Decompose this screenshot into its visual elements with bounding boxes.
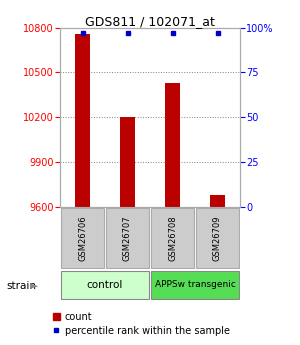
- Bar: [61, 270, 149, 298]
- Text: GSM26707: GSM26707: [123, 215, 132, 261]
- Legend: count, percentile rank within the sample: count, percentile rank within the sample: [53, 312, 230, 336]
- Text: APPSw transgenic: APPSw transgenic: [154, 280, 236, 289]
- Text: GSM26706: GSM26706: [78, 215, 87, 261]
- Bar: [151, 208, 194, 268]
- Bar: [210, 195, 225, 207]
- Bar: [120, 117, 135, 207]
- Bar: [61, 208, 104, 268]
- Bar: [106, 208, 149, 268]
- Text: control: control: [87, 280, 123, 289]
- Text: GSM26709: GSM26709: [213, 215, 222, 261]
- Text: ►: ►: [30, 282, 39, 291]
- Bar: [151, 270, 239, 298]
- Bar: [165, 83, 180, 207]
- Bar: [196, 208, 239, 268]
- Text: GSM26708: GSM26708: [168, 215, 177, 261]
- Bar: [75, 34, 90, 207]
- Text: GDS811 / 102071_at: GDS811 / 102071_at: [85, 16, 215, 29]
- Text: strain: strain: [6, 282, 36, 291]
